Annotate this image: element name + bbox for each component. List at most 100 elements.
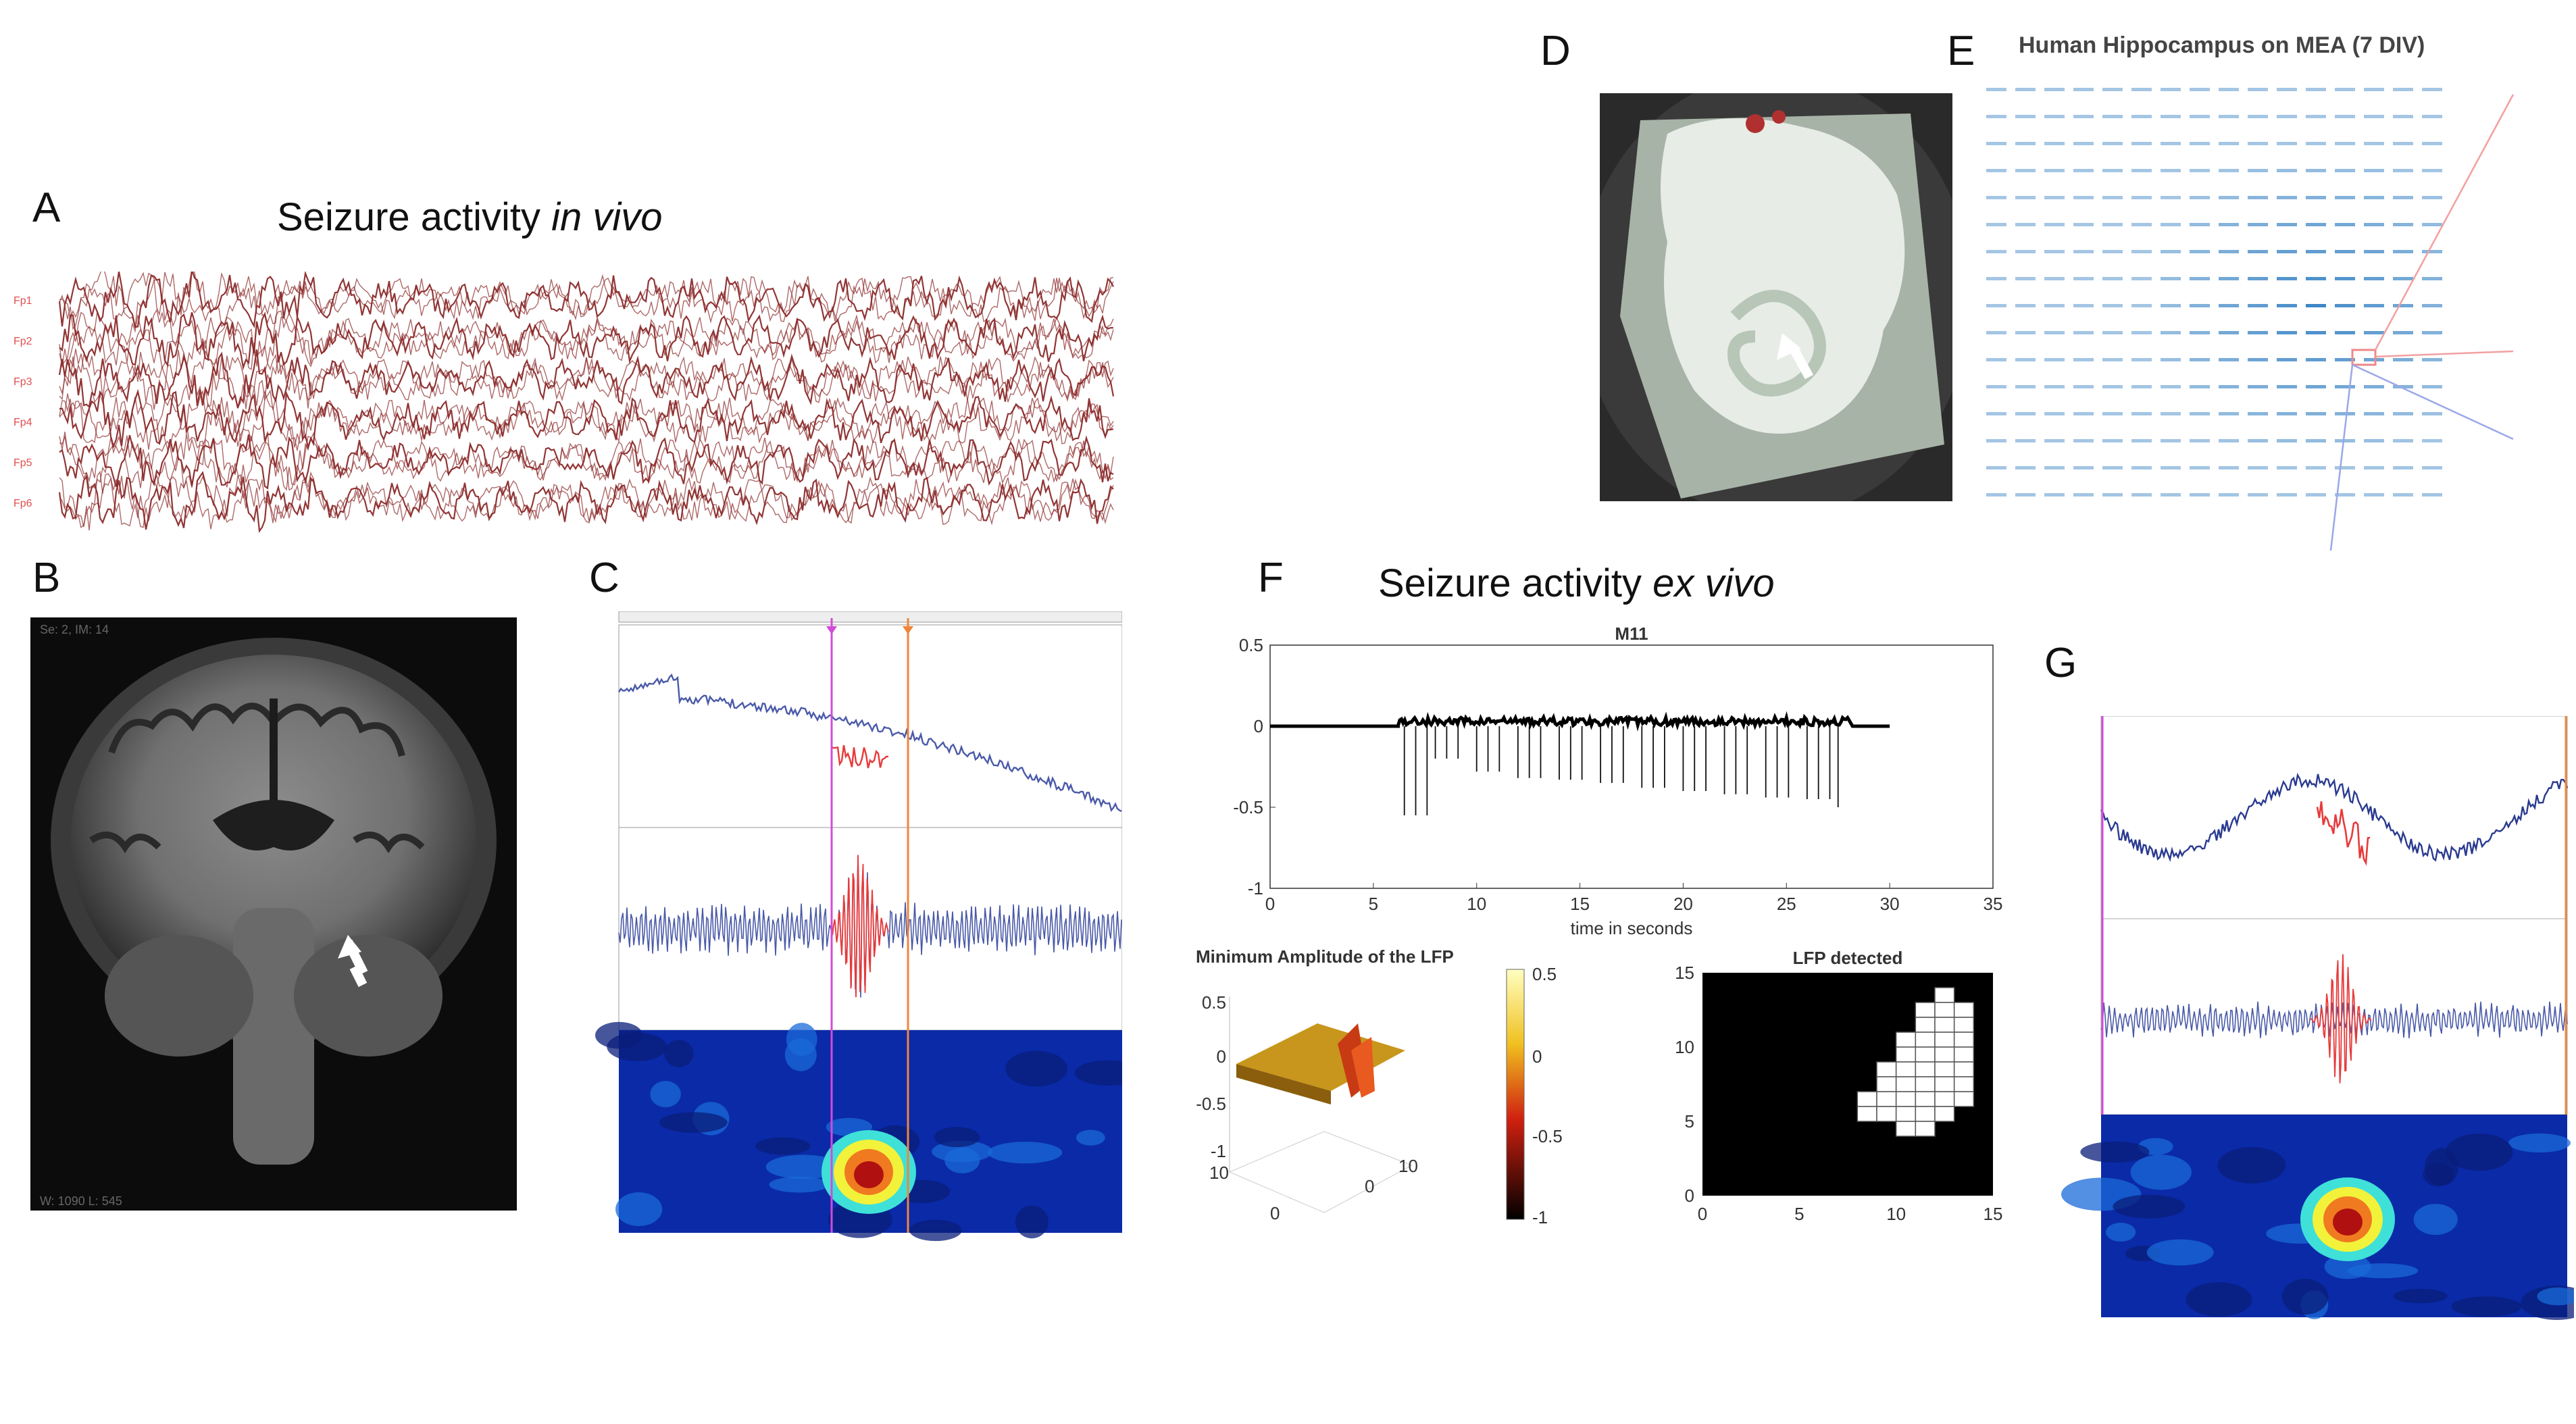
mea-electrode [2335, 169, 2355, 172]
mea-electrode [1986, 223, 2006, 226]
surface-ytick-label: 10 [1209, 1163, 1229, 1183]
mea-electrode [2335, 358, 2355, 361]
eeg-trace [59, 434, 1114, 490]
mea-electrode [2131, 385, 2152, 388]
mea-electrode [2393, 88, 2413, 91]
panel-g-spectrogram-texture [2324, 1254, 2371, 1279]
panel-b-mri-image: Se: 2, IM: 14 W: 1090 L: 545 [30, 617, 517, 1211]
lfp-detected-cell [1895, 1076, 1917, 1092]
eeg-channel-label: Fp1 [14, 295, 32, 307]
mea-electrode [2393, 358, 2413, 361]
colorbar-tick-label: 0 [1532, 1046, 1542, 1067]
panel-g-raw-event [2316, 801, 2371, 866]
lfp-detected-cell [1953, 1046, 1975, 1063]
colorbar [1506, 969, 1525, 1220]
lfp-detected-cell [1934, 1106, 1955, 1122]
mea-electrode [2044, 115, 2065, 118]
mea-electrode [2161, 250, 2181, 253]
mea-electrode [2422, 277, 2442, 280]
mea-electrode [2190, 439, 2210, 442]
surface-ztick-label: 0 [1217, 1046, 1226, 1067]
lfp-detected-cell [1934, 1017, 1955, 1033]
mea-zoom-box [2351, 349, 2377, 366]
mea-electrode [2393, 439, 2413, 442]
eeg-channel-label: Fp5 [14, 457, 32, 469]
mea-electrode [2393, 223, 2413, 226]
mea-electrode [1986, 358, 2006, 361]
lfp-detected-cell [1934, 1091, 1955, 1107]
m11-ytick-label: 0.5 [1239, 635, 1263, 655]
mea-electrode [2073, 439, 2094, 442]
panel-g-spectrogram-texture [2186, 1282, 2252, 1317]
lfp-ytick-label: 10 [1675, 1037, 1694, 1057]
eeg-trace [59, 311, 1114, 370]
mea-electrode [2073, 304, 2094, 307]
surface-peak-2 [1351, 1037, 1375, 1098]
mea-electrode [2248, 304, 2268, 307]
panel-g-spectrogram-texture [2413, 1204, 2458, 1236]
colorbar-tick-label: 0.5 [1532, 964, 1557, 984]
mea-electrode [2044, 385, 2065, 388]
mea-electrode [2161, 412, 2181, 415]
mea-electrode [2335, 277, 2355, 280]
mea-electrode [2393, 169, 2413, 172]
panel-g-raw-axes [2100, 716, 2568, 919]
lfp-title: LFP detected [1793, 948, 1903, 968]
mea-electrode [2073, 169, 2094, 172]
mea-electrode [2393, 331, 2413, 334]
lfp-xtick-label: 0 [1698, 1204, 1707, 1224]
panel-letter-a: A [32, 184, 61, 231]
lfp-detected-cell [1876, 1076, 1897, 1092]
lfp-detected-cell [1915, 1106, 1936, 1122]
lfp-detected-cell [1953, 1017, 1975, 1033]
mea-electrode [2161, 439, 2181, 442]
lfp-detected-cell [1934, 987, 1955, 1003]
mea-electrode [1986, 196, 2006, 199]
mea-electrode [2131, 142, 2152, 145]
mea-electrode [1986, 88, 2006, 91]
mea-electrode [1986, 277, 2006, 280]
panel-g-filtered-event [2310, 954, 2372, 1084]
mea-electrode [2131, 439, 2152, 442]
panel-c-spectrogram-texture [769, 1176, 829, 1193]
mea-electrode [2335, 142, 2355, 145]
mea-electrode [2131, 223, 2152, 226]
mea-electrode [2102, 493, 2123, 497]
mea-electrode [2131, 304, 2152, 307]
mea-electrode [2364, 223, 2384, 226]
mea-electrode [2219, 277, 2239, 280]
panel-letter-b: B [32, 555, 61, 601]
mea-electrode [2015, 358, 2036, 361]
colorbar-tick-label: -0.5 [1532, 1126, 1563, 1146]
mea-electrode [2277, 142, 2297, 145]
mea-electrode [2393, 385, 2413, 388]
mea-electrode [2102, 142, 2123, 145]
panel-c-spectrogram-texture [1005, 1050, 1067, 1087]
mea-electrode [2422, 88, 2442, 91]
mea-electrode [2044, 358, 2065, 361]
panel-f-title-text: Seizure activity [1378, 561, 1653, 605]
mea-electrode [2073, 115, 2094, 118]
mea-electrode [2161, 466, 2181, 469]
lfp-detected-cell [1915, 1017, 1936, 1033]
lfp-detected-cell [1953, 1061, 1975, 1077]
mea-electrode [2277, 115, 2297, 118]
mea-electrode [2044, 250, 2065, 253]
panel-letter-d: D [1540, 28, 1571, 74]
lfp-detected-cell [1876, 1061, 1897, 1077]
mea-electrode [2073, 412, 2094, 415]
mea-electrode [2161, 88, 2181, 91]
mea-electrode [2335, 466, 2355, 469]
mea-electrode [2131, 358, 2152, 361]
mea-electrode [2015, 304, 2036, 307]
mea-electrode [2044, 331, 2065, 334]
mea-electrode [2393, 115, 2413, 118]
mea-electrode [1986, 169, 2006, 172]
mea-electrode [2190, 277, 2210, 280]
mea-electrode [2161, 358, 2181, 361]
mea-electrode [2248, 142, 2268, 145]
mea-electrode [2364, 331, 2384, 334]
mea-electrode [1986, 493, 2006, 497]
mea-electrode [2306, 358, 2326, 361]
eeg-channel-label: Fp6 [14, 498, 32, 509]
